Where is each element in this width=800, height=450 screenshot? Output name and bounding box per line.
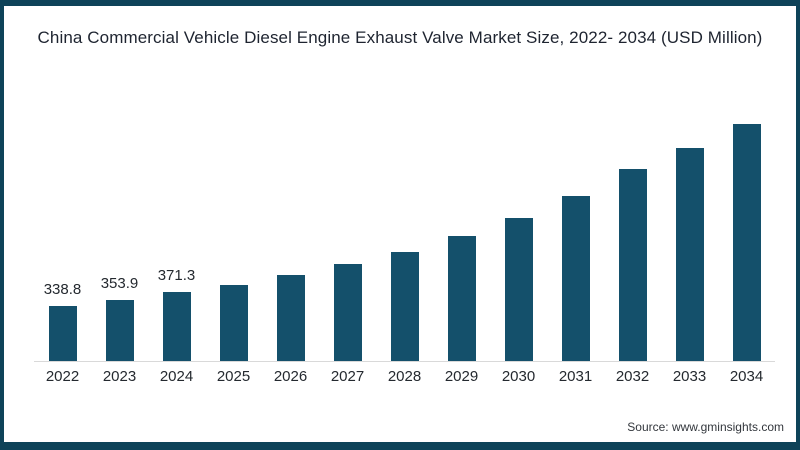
bar-value-label: 353.9 xyxy=(100,275,139,292)
x-axis-tick-label: 2025 xyxy=(216,368,251,385)
x-axis-tick-label: 2029 xyxy=(444,368,479,385)
x-axis-tick-label: 2034 xyxy=(729,368,764,385)
chart-title: China Commercial Vehicle Diesel Engine E… xyxy=(37,28,763,47)
bar-2028 xyxy=(390,252,419,361)
bar-2033 xyxy=(675,148,704,361)
bar-column: 353.9 xyxy=(91,122,148,361)
bar-2030 xyxy=(504,218,533,361)
bar-column: 371.3 xyxy=(148,122,205,361)
bar-2029 xyxy=(447,236,476,361)
x-axis-tick-label: 2023 xyxy=(102,368,137,385)
bar-2031 xyxy=(561,196,590,361)
bar-value-label: 371.3 xyxy=(157,267,196,284)
bar-2027 xyxy=(333,264,362,361)
bar-2024 xyxy=(162,292,191,361)
x-axis-tick-label: 2033 xyxy=(672,368,707,385)
x-axis-tick-label: 2024 xyxy=(159,368,194,385)
plot-area: 338.8 353.9 371.3 xyxy=(34,122,775,362)
bar-column xyxy=(262,122,319,361)
x-axis-tick-label: 2030 xyxy=(501,368,536,385)
x-axis-tick-label: 2026 xyxy=(273,368,308,385)
x-axis-tick-label: 2032 xyxy=(615,368,650,385)
x-axis-labels: 2022 2023 2024 2025 2026 2027 2028 2029 2030 2031… xyxy=(34,368,775,385)
bar-column xyxy=(661,122,718,361)
bar-column: 338.8 xyxy=(34,122,91,361)
x-axis-tick-label: 2031 xyxy=(558,368,593,385)
bar-column xyxy=(604,122,661,361)
x-axis-tick-label: 2022 xyxy=(45,368,80,385)
bar-column xyxy=(433,122,490,361)
bar-column xyxy=(205,122,262,361)
bar-column xyxy=(376,122,433,361)
x-axis-tick-label: 2028 xyxy=(387,368,422,385)
bar-2023 xyxy=(105,300,134,361)
bar-column xyxy=(490,122,547,361)
x-axis-tick-label: 2027 xyxy=(330,368,365,385)
bar-2022 xyxy=(48,306,77,361)
bar-2034 xyxy=(732,124,761,361)
bar-value-label: 338.8 xyxy=(43,281,82,298)
bar-2025 xyxy=(219,285,248,361)
bar-2032 xyxy=(618,169,647,361)
bar-column xyxy=(718,122,775,361)
bar-column xyxy=(547,122,604,361)
bar-column xyxy=(319,122,376,361)
source-attribution: Source: www.gminsights.com xyxy=(627,420,784,434)
bar-2026 xyxy=(276,275,305,361)
